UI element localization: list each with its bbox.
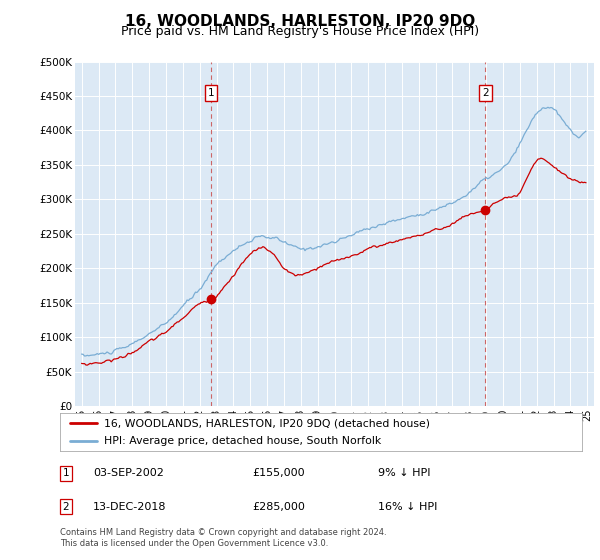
Text: £285,000: £285,000 <box>252 502 305 512</box>
Text: 16, WOODLANDS, HARLESTON, IP20 9DQ: 16, WOODLANDS, HARLESTON, IP20 9DQ <box>125 14 475 29</box>
Text: HPI: Average price, detached house, South Norfolk: HPI: Average price, detached house, Sout… <box>104 436 382 446</box>
Text: Price paid vs. HM Land Registry's House Price Index (HPI): Price paid vs. HM Land Registry's House … <box>121 25 479 38</box>
Text: 16% ↓ HPI: 16% ↓ HPI <box>378 502 437 512</box>
Text: 1: 1 <box>62 468 70 478</box>
Text: 9% ↓ HPI: 9% ↓ HPI <box>378 468 431 478</box>
Text: £155,000: £155,000 <box>252 468 305 478</box>
Text: 16, WOODLANDS, HARLESTON, IP20 9DQ (detached house): 16, WOODLANDS, HARLESTON, IP20 9DQ (deta… <box>104 418 430 428</box>
Text: 03-SEP-2002: 03-SEP-2002 <box>93 468 164 478</box>
Text: 13-DEC-2018: 13-DEC-2018 <box>93 502 167 512</box>
Text: 2: 2 <box>62 502 70 512</box>
Text: Contains HM Land Registry data © Crown copyright and database right 2024.
This d: Contains HM Land Registry data © Crown c… <box>60 528 386 548</box>
Text: 2: 2 <box>482 87 488 97</box>
Text: 1: 1 <box>208 87 214 97</box>
